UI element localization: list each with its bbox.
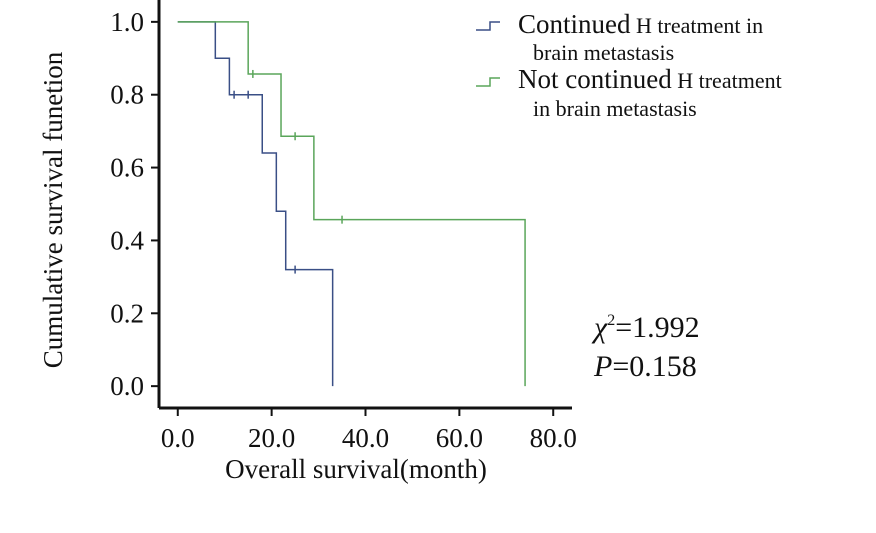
y-tick-label: 0.6 xyxy=(110,153,144,183)
y-axis-title: Cumulative survival funetion xyxy=(38,51,68,368)
chi-square-stat: χ2=1.992 xyxy=(591,311,700,344)
x-tick-label: 0.0 xyxy=(161,423,195,453)
x-tick-label: 20.0 xyxy=(248,423,295,453)
p-value-stat: P=0.158 xyxy=(593,350,697,383)
y-tick-label: 0.8 xyxy=(110,80,144,110)
legend-label-continued-line2: brain metastasis xyxy=(533,40,674,65)
x-tick-label: 80.0 xyxy=(530,423,577,453)
y-tick-label: 0.2 xyxy=(110,298,144,328)
series-1 xyxy=(177,21,526,387)
x-tick-label: 60.0 xyxy=(436,423,483,453)
survival-curve-0 xyxy=(177,21,334,387)
legend-label-not-continued-line1: Not continued H treatment xyxy=(518,64,782,94)
x-tick-label: 40.0 xyxy=(342,423,389,453)
tick-labels: 0.0 20.0 40.0 60.0 80.0 0.0 0.2 0.4 0.6 0.8 1.0 xyxy=(110,7,577,453)
axes xyxy=(157,0,572,410)
legend-entry-not-continued: Not continued H treatment in brain metas… xyxy=(476,64,782,121)
statistics-annotation: χ2=1.992 P=0.158 xyxy=(591,311,700,383)
y-tick-label: 1.0 xyxy=(110,7,144,37)
legend: Continued H treatment in brain metastasi… xyxy=(476,9,782,121)
legend-label-not-continued-line2: in brain metastasis xyxy=(533,96,697,121)
y-tick-label: 0.0 xyxy=(110,371,144,401)
legend-symbol-not-continued xyxy=(476,77,500,87)
survival-curve-1 xyxy=(177,21,526,387)
x-axis-title: Overall survival(month) xyxy=(225,454,487,484)
legend-symbol-continued xyxy=(476,21,500,31)
legend-entry-continued: Continued H treatment in brain metastasi… xyxy=(476,9,763,65)
legend-label-continued-line1: Continued H treatment in xyxy=(518,9,763,39)
y-tick-label: 0.4 xyxy=(110,225,144,255)
series-curves xyxy=(177,21,526,387)
series-0 xyxy=(177,21,334,387)
